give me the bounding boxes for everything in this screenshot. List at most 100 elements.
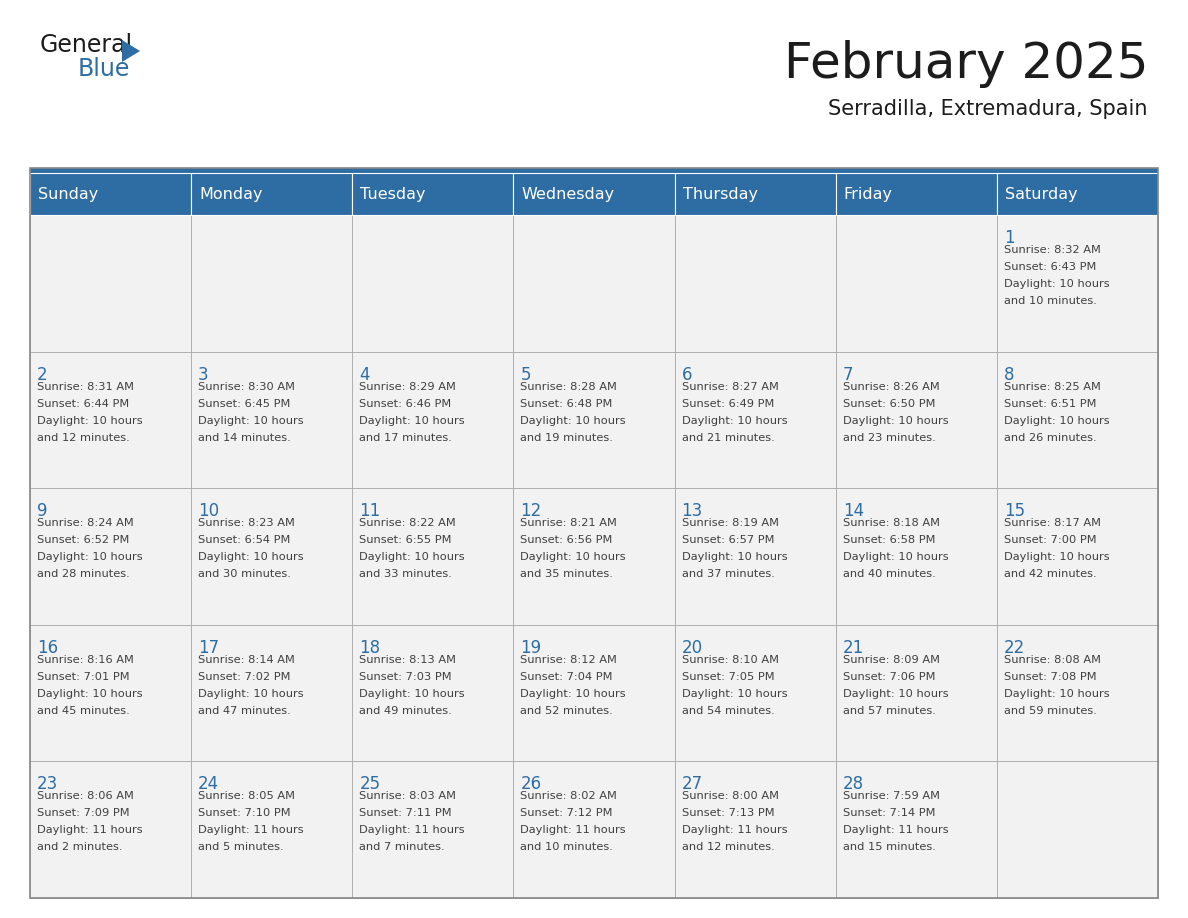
Text: Sunrise: 8:28 AM: Sunrise: 8:28 AM (520, 382, 618, 392)
Text: Sunset: 7:11 PM: Sunset: 7:11 PM (359, 809, 451, 819)
Text: Daylight: 10 hours: Daylight: 10 hours (682, 553, 788, 562)
Bar (835, 761, 997, 898)
Text: 6: 6 (682, 365, 693, 384)
Text: and 57 minutes.: and 57 minutes. (842, 706, 936, 716)
Text: 13: 13 (682, 502, 703, 521)
Text: 7: 7 (842, 365, 853, 384)
Text: 25: 25 (359, 776, 380, 793)
Text: Serradilla, Extremadura, Spain: Serradilla, Extremadura, Spain (828, 99, 1148, 119)
Bar (835, 625, 997, 761)
Text: Daylight: 11 hours: Daylight: 11 hours (37, 825, 143, 835)
Text: 10: 10 (198, 502, 220, 521)
Text: Daylight: 10 hours: Daylight: 10 hours (359, 553, 465, 562)
Bar (191, 173, 353, 215)
Text: Sunday: Sunday (38, 186, 99, 201)
Text: 14: 14 (842, 502, 864, 521)
Text: Sunrise: 8:31 AM: Sunrise: 8:31 AM (37, 382, 134, 392)
Bar (30, 173, 191, 215)
Text: and 10 minutes.: and 10 minutes. (1004, 296, 1097, 306)
Text: Sunrise: 8:24 AM: Sunrise: 8:24 AM (37, 518, 134, 528)
Text: 28: 28 (842, 776, 864, 793)
Bar (191, 352, 353, 488)
Text: Sunset: 6:55 PM: Sunset: 6:55 PM (359, 535, 451, 545)
Text: and 26 minutes.: and 26 minutes. (1004, 432, 1097, 442)
Text: 18: 18 (359, 639, 380, 656)
Text: and 30 minutes.: and 30 minutes. (198, 569, 291, 579)
Text: Sunset: 7:03 PM: Sunset: 7:03 PM (359, 672, 451, 682)
Text: and 54 minutes.: and 54 minutes. (682, 706, 775, 716)
Bar (997, 761, 1158, 898)
Text: and 15 minutes.: and 15 minutes. (842, 843, 936, 853)
Text: Sunrise: 8:25 AM: Sunrise: 8:25 AM (1004, 382, 1101, 392)
Bar (30, 168, 1158, 173)
Bar (675, 488, 835, 625)
Text: Sunset: 6:50 PM: Sunset: 6:50 PM (842, 398, 935, 409)
Text: 2: 2 (37, 365, 48, 384)
Text: Daylight: 10 hours: Daylight: 10 hours (37, 688, 143, 699)
Bar (30, 488, 191, 625)
Polygon shape (122, 40, 140, 62)
Text: and 59 minutes.: and 59 minutes. (1004, 706, 1097, 716)
Text: Daylight: 10 hours: Daylight: 10 hours (682, 416, 788, 426)
Text: Tuesday: Tuesday (360, 186, 425, 201)
Text: Sunset: 6:43 PM: Sunset: 6:43 PM (1004, 262, 1097, 272)
Text: Sunrise: 8:18 AM: Sunrise: 8:18 AM (842, 518, 940, 528)
Text: and 10 minutes.: and 10 minutes. (520, 843, 613, 853)
Text: Sunrise: 7:59 AM: Sunrise: 7:59 AM (842, 791, 940, 801)
Text: Daylight: 10 hours: Daylight: 10 hours (198, 416, 304, 426)
Text: and 47 minutes.: and 47 minutes. (198, 706, 291, 716)
Bar (675, 761, 835, 898)
Bar (675, 352, 835, 488)
Bar (30, 761, 191, 898)
Bar (30, 352, 191, 488)
Text: and 52 minutes.: and 52 minutes. (520, 706, 613, 716)
Text: 26: 26 (520, 776, 542, 793)
Text: Sunrise: 8:08 AM: Sunrise: 8:08 AM (1004, 655, 1101, 665)
Text: General: General (40, 33, 133, 57)
Text: Daylight: 11 hours: Daylight: 11 hours (359, 825, 465, 835)
Bar (835, 173, 997, 215)
Bar (353, 625, 513, 761)
Text: Sunset: 6:48 PM: Sunset: 6:48 PM (520, 398, 613, 409)
Text: Saturday: Saturday (1005, 186, 1078, 201)
Text: and 7 minutes.: and 7 minutes. (359, 843, 446, 853)
Text: Sunset: 6:56 PM: Sunset: 6:56 PM (520, 535, 613, 545)
Text: Sunrise: 8:02 AM: Sunrise: 8:02 AM (520, 791, 618, 801)
Text: Sunset: 6:46 PM: Sunset: 6:46 PM (359, 398, 451, 409)
Text: Daylight: 11 hours: Daylight: 11 hours (842, 825, 948, 835)
Text: Daylight: 10 hours: Daylight: 10 hours (842, 416, 948, 426)
Text: and 42 minutes.: and 42 minutes. (1004, 569, 1097, 579)
Text: 5: 5 (520, 365, 531, 384)
Bar (353, 352, 513, 488)
Text: 20: 20 (682, 639, 702, 656)
Bar (513, 488, 675, 625)
Text: Sunset: 7:13 PM: Sunset: 7:13 PM (682, 809, 775, 819)
Text: Daylight: 10 hours: Daylight: 10 hours (198, 688, 304, 699)
Bar (30, 168, 1158, 898)
Text: and 5 minutes.: and 5 minutes. (198, 843, 284, 853)
Bar (191, 488, 353, 625)
Text: Sunrise: 8:27 AM: Sunrise: 8:27 AM (682, 382, 778, 392)
Text: Daylight: 10 hours: Daylight: 10 hours (520, 416, 626, 426)
Text: Wednesday: Wednesday (522, 186, 614, 201)
Text: Daylight: 10 hours: Daylight: 10 hours (1004, 688, 1110, 699)
Text: Sunset: 7:05 PM: Sunset: 7:05 PM (682, 672, 775, 682)
Text: 4: 4 (359, 365, 369, 384)
Text: Sunset: 6:49 PM: Sunset: 6:49 PM (682, 398, 773, 409)
Text: 3: 3 (198, 365, 209, 384)
Text: Sunrise: 8:22 AM: Sunrise: 8:22 AM (359, 518, 456, 528)
Text: 17: 17 (198, 639, 220, 656)
Text: Sunrise: 8:10 AM: Sunrise: 8:10 AM (682, 655, 778, 665)
Text: and 28 minutes.: and 28 minutes. (37, 569, 129, 579)
Text: 24: 24 (198, 776, 220, 793)
Text: and 2 minutes.: and 2 minutes. (37, 843, 122, 853)
Text: Daylight: 10 hours: Daylight: 10 hours (37, 416, 143, 426)
Bar (191, 215, 353, 352)
Text: Blue: Blue (78, 57, 131, 81)
Text: Sunrise: 8:12 AM: Sunrise: 8:12 AM (520, 655, 618, 665)
Bar (191, 625, 353, 761)
Text: and 37 minutes.: and 37 minutes. (682, 569, 775, 579)
Text: Sunrise: 8:14 AM: Sunrise: 8:14 AM (198, 655, 295, 665)
Bar (513, 215, 675, 352)
Text: Sunset: 7:06 PM: Sunset: 7:06 PM (842, 672, 935, 682)
